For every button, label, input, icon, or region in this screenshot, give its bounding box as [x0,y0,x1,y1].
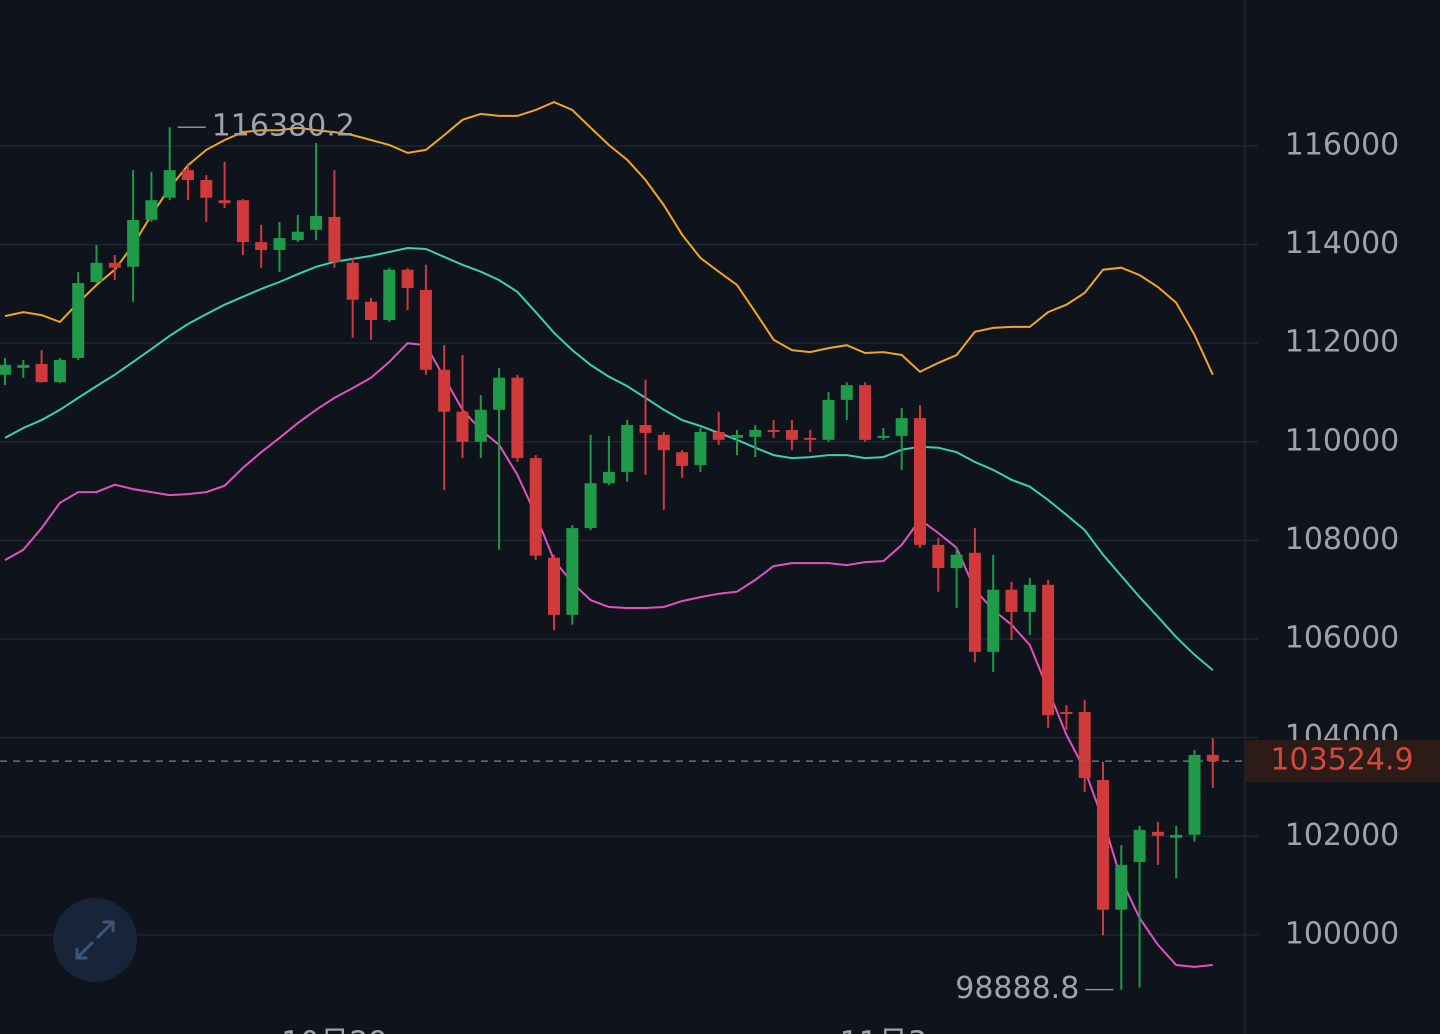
candle-body [456,411,469,442]
y-tick-label: 108000 [1285,522,1400,557]
labels: 1000001020001040001060001080001100001120… [0,109,1440,1034]
candle-body [968,552,981,652]
x-tick-label: 10月29 [281,1026,387,1034]
candle-body [35,363,48,383]
candle-body [639,425,652,433]
candle-body [273,238,286,250]
candle-body [511,377,524,459]
expand-button[interactable] [53,898,137,982]
candle-body [1115,864,1128,910]
candle-body [749,429,762,437]
candle-body [1133,829,1146,862]
band-line [4,246,1214,671]
candle-body [822,399,835,440]
candle-body [987,589,1000,652]
candle-body [1005,589,1018,612]
candle-body [914,418,926,545]
candle-body [401,269,414,288]
x-tick-label: 11月3 [840,1026,927,1034]
candle-body [529,458,542,556]
y-tick-label: 100000 [1285,916,1400,951]
candle-body [236,200,249,243]
candle-body [291,231,304,241]
candle-body [53,359,66,383]
candle-body [1170,834,1183,838]
candle-body [621,425,634,472]
candle-body [365,301,377,321]
candle-body [840,385,853,400]
candle-body [145,200,158,220]
candle-body [859,385,872,440]
y-tick-label: 106000 [1285,621,1400,656]
candle-body [877,435,890,438]
candle-body [566,528,579,615]
candle-body [1042,584,1055,715]
candle-body [932,544,945,569]
last-price-box [1245,740,1440,783]
expand-circle[interactable] [53,898,137,982]
candle-body [1097,780,1109,910]
grid [0,145,1258,936]
candle-body [0,364,11,375]
candle-body [218,200,231,204]
candle-body [1060,712,1073,715]
candle-body [438,369,451,412]
candle-body [328,216,341,262]
candle-body [255,242,268,250]
candle-body [804,437,817,440]
candle-body [163,170,176,198]
y-tick-label: 102000 [1285,818,1400,853]
candle-body [346,262,359,300]
candle-body [108,262,121,268]
candle-body [548,557,560,615]
candle-body [310,215,323,230]
candle-body [200,179,213,198]
candle-body [657,434,670,451]
candle-body [950,554,963,569]
candle-body [694,431,707,465]
candle-body [584,483,597,529]
candle-body [1206,754,1219,762]
y-tick-label: 116000 [1285,127,1400,162]
band-line [4,101,1214,376]
max-label: 116380.2 [212,109,355,144]
candle-body [383,269,396,321]
candle-body [731,434,743,438]
y-tick-label: 110000 [1285,423,1400,458]
min-label: 98888.8 [955,971,1079,1006]
y-tick-label: 114000 [1285,226,1400,261]
candle-body [17,364,30,368]
y-tick-label: 112000 [1285,325,1400,360]
candle-body [1151,831,1164,836]
last-price-label: 103524.9 [1270,743,1413,778]
candle-body [602,471,615,484]
candle-body [90,262,103,283]
candle-body [1078,712,1091,779]
candle-body [712,431,725,440]
candle-body [895,418,908,436]
candle-body [474,409,487,442]
candle-body [676,452,689,466]
candle-body [785,429,798,440]
candle-body [1023,584,1036,612]
candle-body [127,219,140,267]
expand-icon [75,920,115,960]
candle-body [419,289,432,370]
candle-body [182,170,194,180]
candle-body [1188,754,1201,835]
candle-body [72,283,85,358]
candle-body [493,377,506,410]
candle-body [767,429,780,432]
